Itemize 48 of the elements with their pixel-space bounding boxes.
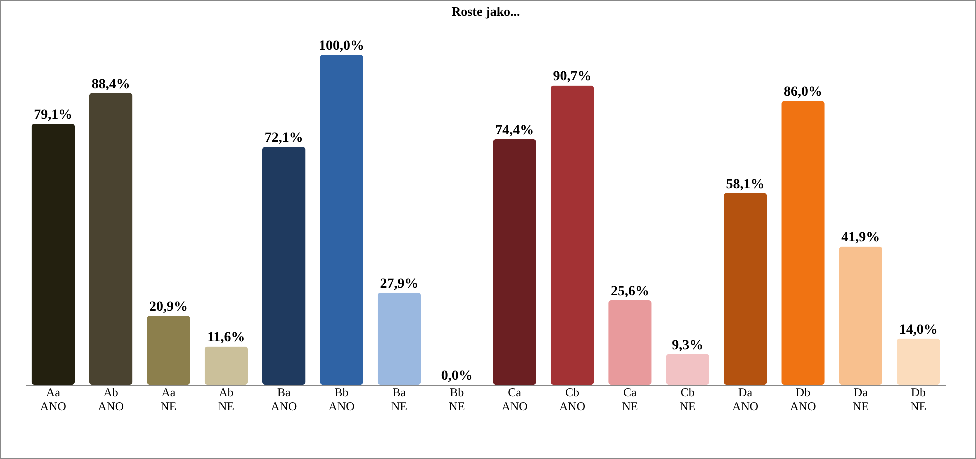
data-label: 100,0% <box>319 39 365 54</box>
bar <box>493 139 536 385</box>
x-tick-label: Da ANO <box>732 386 759 414</box>
data-label: 58,1% <box>726 177 765 192</box>
bar <box>378 292 422 385</box>
x-tick-label: Db NE <box>910 386 927 414</box>
bar <box>666 354 710 385</box>
data-label: 79,1% <box>34 108 73 123</box>
bar <box>839 246 883 385</box>
data-label: 86,0% <box>784 85 822 100</box>
bar <box>320 55 364 385</box>
bar <box>89 93 133 385</box>
x-tick-label: Bb NE <box>449 386 466 414</box>
data-label: 20,9% <box>150 300 188 316</box>
x-tick-label: Bb ANO <box>328 386 356 414</box>
data-label: 72,1% <box>264 131 304 146</box>
data-label: 14,0% <box>899 322 938 338</box>
data-label: 41,9% <box>842 230 880 246</box>
data-label: 74,4% <box>496 123 534 138</box>
bar <box>147 316 190 385</box>
bar <box>262 147 306 385</box>
x-tick-label: Aa NE <box>160 386 177 414</box>
bar <box>204 346 248 385</box>
bar <box>896 338 940 385</box>
data-label: 88,4% <box>92 77 130 92</box>
x-tick-label: Da NE <box>852 386 869 414</box>
chart-title: Roste jako... <box>452 4 520 19</box>
x-tick-label: Ab ANO <box>98 386 124 414</box>
data-label: 25,6% <box>610 284 650 300</box>
bar <box>550 86 594 385</box>
data-label: 27,9% <box>380 276 419 292</box>
data-label: 0,0% <box>441 369 473 384</box>
bar <box>608 300 652 385</box>
data-label: 11,6% <box>208 330 246 346</box>
x-tick-label: Ca NE <box>622 386 638 414</box>
bar <box>724 193 768 385</box>
x-tick-label: Ba ANO <box>271 386 298 414</box>
x-tick-label: Cb NE <box>680 386 696 414</box>
x-tick-label: Ba NE <box>391 386 408 414</box>
x-tick-label: Aa ANO <box>40 386 67 414</box>
x-tick-label: Cb ANO <box>560 386 586 414</box>
x-tick-label: Ab NE <box>218 386 234 414</box>
data-label: 9,3% <box>672 338 704 354</box>
x-tick-label: Ca ANO <box>502 386 528 414</box>
x-tick-label: Db ANO <box>790 386 817 414</box>
bar <box>32 124 76 385</box>
bar <box>782 101 825 385</box>
data-label: 90,7% <box>553 70 592 85</box>
